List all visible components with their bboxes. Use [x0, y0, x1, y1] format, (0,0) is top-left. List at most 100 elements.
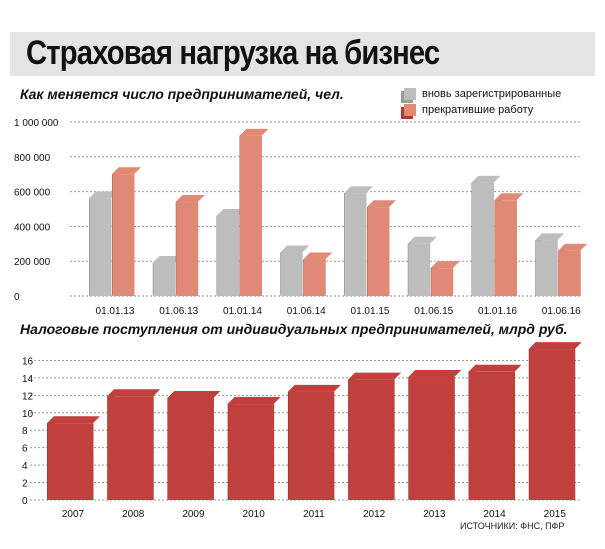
- chart2-xtick-label: 2007: [62, 509, 85, 520]
- chart2-bar-top: [528, 342, 582, 350]
- chart1-bar-closed: [175, 195, 205, 296]
- chart1-bar-closed-front: [431, 268, 454, 296]
- chart1-bar-closed-front: [558, 250, 581, 296]
- chart1-bar-closed: [112, 167, 141, 296]
- chart1-bar-registered-front: [280, 252, 303, 296]
- chart2-bar: [408, 370, 462, 500]
- chart2-bar-front: [288, 391, 335, 500]
- chart2-bar-front: [107, 396, 154, 500]
- chart1-bar-closed: [367, 200, 396, 296]
- chart2-xtick-label: 2014: [483, 509, 506, 520]
- chart1-bar-closed: [430, 261, 460, 296]
- chart1-ytick-label: 0: [14, 292, 20, 303]
- chart1-bar-closed: [494, 193, 524, 296]
- chart1-bar-registered-front: [153, 262, 176, 296]
- chart1-bar-closed-top: [367, 200, 396, 208]
- chart1-bar-registered-front: [408, 243, 431, 296]
- chart1-bar-closed-top: [112, 167, 141, 175]
- chart2-xtick-label: 2009: [182, 509, 205, 520]
- chart1-bar-registered-top: [216, 208, 246, 216]
- chart2-bar: [227, 397, 281, 500]
- chart2-xtick-label: 2008: [122, 509, 145, 520]
- chart2-bar-front: [469, 371, 516, 500]
- chart1-bar-closed-front: [176, 202, 199, 296]
- chart1-bar-registered: [280, 245, 310, 296]
- chart2-bar-front: [529, 349, 576, 500]
- page-title: Страховая нагрузка на бизнес: [26, 34, 440, 72]
- chart2-ytick-label: 0: [22, 496, 28, 507]
- chart2-bar: [468, 364, 522, 500]
- chart2-ytick-label: 14: [22, 374, 34, 385]
- chart2-bar: [167, 390, 221, 500]
- chart2-ytick-label: 10: [22, 409, 34, 420]
- chart2-xtick-label: 2012: [363, 509, 386, 520]
- chart1-xtick-label: 01.06.15: [414, 306, 453, 317]
- chart2-bar-front: [167, 397, 214, 500]
- chart1-bar-registered-top: [535, 233, 565, 241]
- chart2-bar-top: [227, 397, 281, 405]
- chart1-ytick-label: 400 000: [14, 222, 51, 233]
- legend-swatch-closed: [404, 104, 416, 116]
- chart1-ytick-label: 800 000: [14, 153, 51, 164]
- chart2-ytick-label: 16: [22, 356, 34, 367]
- chart1-bar-closed-front: [495, 200, 517, 296]
- chart1-xtick-label: 01.01.14: [223, 306, 262, 317]
- chart1-bar-registered-front: [217, 215, 239, 296]
- chart1-bar-closed: [558, 243, 588, 296]
- chart2-bar-top: [107, 389, 161, 397]
- chart1-bar-registered-front: [535, 240, 558, 296]
- chart2-bar: [348, 372, 402, 500]
- chart2-xtick-label: 2011: [303, 509, 325, 520]
- chart2-bar-front: [228, 404, 275, 500]
- chart2-bar: [107, 389, 161, 500]
- chart1-xtick-label: 01.01.15: [351, 306, 390, 317]
- chart2-bar-top: [287, 384, 341, 392]
- chart1-bar-closed-top: [494, 193, 524, 201]
- chart1-bar-closed-front: [112, 174, 135, 296]
- chart1-bar-registered-front: [89, 198, 112, 296]
- chart2-bar-top: [167, 390, 221, 398]
- chart1-bar-registered: [407, 236, 437, 296]
- legend-label-registered: вновь зарегистрированные: [422, 88, 562, 100]
- chart1-bar-closed-top: [303, 252, 333, 260]
- chart1-ytick-label: 600 000: [14, 188, 51, 199]
- chart1-bar-registered-front: [472, 182, 494, 296]
- chart1-xtick-label: 01.01.13: [96, 306, 135, 317]
- chart1-bar-closed: [239, 128, 269, 296]
- chart1-bar-registered: [216, 208, 246, 296]
- chart1-bar-registered-top: [407, 236, 437, 244]
- chart1-bar-registered: [152, 255, 182, 296]
- chart2-bar-front: [47, 423, 94, 500]
- chart2-ytick-label: 6: [22, 444, 28, 455]
- chart1-bar-registered: [89, 191, 118, 296]
- chart2-ytick-label: 12: [22, 391, 34, 402]
- chart1-bar-registered-top: [152, 255, 182, 263]
- legend-swatch-registered: [404, 88, 416, 100]
- chart1-ytick-label: 200 000: [14, 257, 51, 268]
- title-band: [10, 32, 595, 76]
- chart2-bar-top: [408, 370, 462, 378]
- chart1-ytick-label: 1 000 000: [14, 118, 59, 129]
- chart2-bar: [287, 384, 341, 500]
- chart1-bar-registered-top: [89, 191, 118, 199]
- chart2-bar-top: [47, 416, 100, 424]
- chart1-xtick-label: 01.06.16: [542, 306, 581, 317]
- chart1-bar-registered-top: [344, 186, 373, 194]
- chart2-bar: [47, 416, 100, 500]
- chart2-bar-top: [468, 364, 522, 372]
- source-note: ИСТОЧНИКИ: ФНС, ПФР: [460, 521, 565, 531]
- chart1-bar-registered: [344, 186, 373, 296]
- chart1-xtick-label: 01.06.13: [159, 306, 198, 317]
- chart2-ytick-label: 2: [22, 479, 28, 490]
- chart1-bar-closed-top: [175, 195, 205, 203]
- chart1-bar-closed-front: [367, 207, 390, 296]
- chart1-xtick-label: 01.01.16: [478, 306, 517, 317]
- chart1-bar-registered: [535, 233, 565, 296]
- chart2-bar-top: [348, 372, 402, 380]
- chart2-bar-front: [348, 379, 395, 500]
- chart2-title: Налоговые поступления от индивидуальных …: [20, 321, 568, 337]
- chart1-bar-registered: [471, 175, 501, 296]
- chart2-xtick-label: 2010: [243, 509, 266, 520]
- chart2-ytick-label: 8: [22, 426, 28, 437]
